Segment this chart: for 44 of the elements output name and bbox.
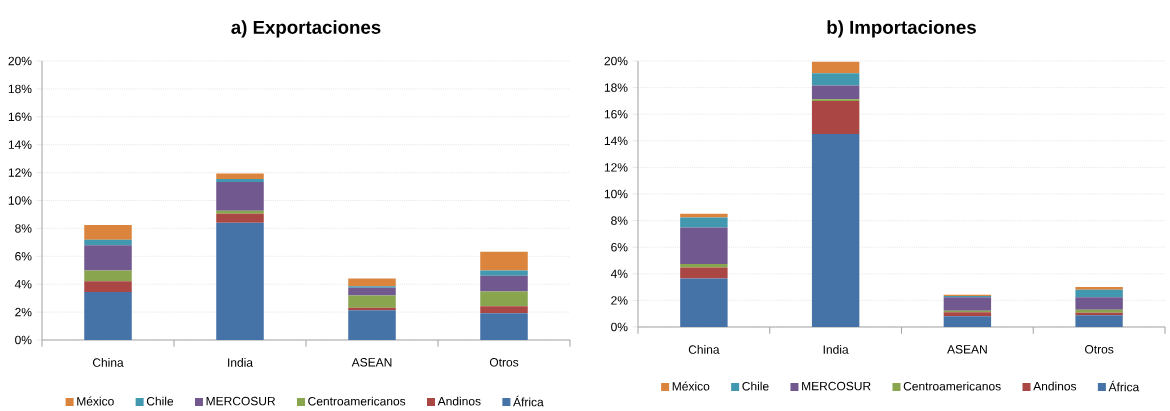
legend-label: Chile: [146, 396, 174, 406]
y-tick-label: 0%: [611, 322, 628, 332]
x-tick-label: Otros: [489, 358, 519, 367]
x-tick-label: ASEAN: [947, 345, 987, 354]
legend-label: Centroamericanos: [308, 396, 406, 406]
y-tick-label: 10%: [8, 196, 32, 205]
y-tick-label: 0%: [15, 335, 32, 345]
x-tick-label: Otros: [1085, 345, 1114, 354]
y-tick-label: 18%: [604, 83, 628, 92]
legend-label: Chile: [742, 381, 769, 391]
y-tick-label: 2%: [611, 296, 628, 305]
legend-label: México: [77, 396, 114, 406]
y-tick-label: 16%: [604, 109, 628, 119]
y-tick-label: 4%: [14, 280, 32, 289]
y-tick-label: 20%: [604, 56, 628, 66]
x-tick-label: China: [688, 345, 720, 354]
y-tick-label: 6%: [15, 252, 32, 261]
legend-label: África: [1108, 380, 1140, 392]
y-tick-label: 20%: [8, 56, 32, 66]
legend-label: México: [672, 381, 710, 391]
chart-title: b) Importaciones: [827, 20, 976, 38]
x-tick-label: ASEAN: [351, 358, 392, 367]
y-tick-label: 14%: [604, 136, 628, 145]
y-tick-label: 6%: [611, 242, 628, 252]
y-tick-label: 10%: [604, 189, 628, 199]
y-tick-label: 12%: [8, 168, 32, 177]
legend-label: Andinos: [1033, 381, 1077, 391]
y-tick-label: 14%: [8, 140, 32, 149]
y-tick-label: 16%: [8, 112, 32, 122]
legend-label: África: [513, 395, 544, 407]
legend-label: Centroamericanos: [903, 381, 1001, 391]
y-tick-label: 18%: [8, 84, 32, 94]
x-tick-label: India: [228, 358, 254, 367]
chart-title: a) Exportaciones: [231, 20, 381, 38]
y-tick-label: 12%: [604, 163, 628, 172]
legend-label: MERCOSUR: [206, 396, 276, 406]
legend-label: MERCOSUR: [802, 381, 871, 391]
x-tick-label: China: [92, 358, 124, 367]
y-tick-label: 4%: [610, 269, 628, 278]
x-tick-label: India: [823, 345, 849, 354]
legend-label: Andinos: [437, 396, 481, 406]
y-tick-label: 8%: [611, 216, 628, 225]
y-tick-label: 2%: [15, 307, 32, 317]
y-tick-label: 8%: [15, 224, 32, 233]
